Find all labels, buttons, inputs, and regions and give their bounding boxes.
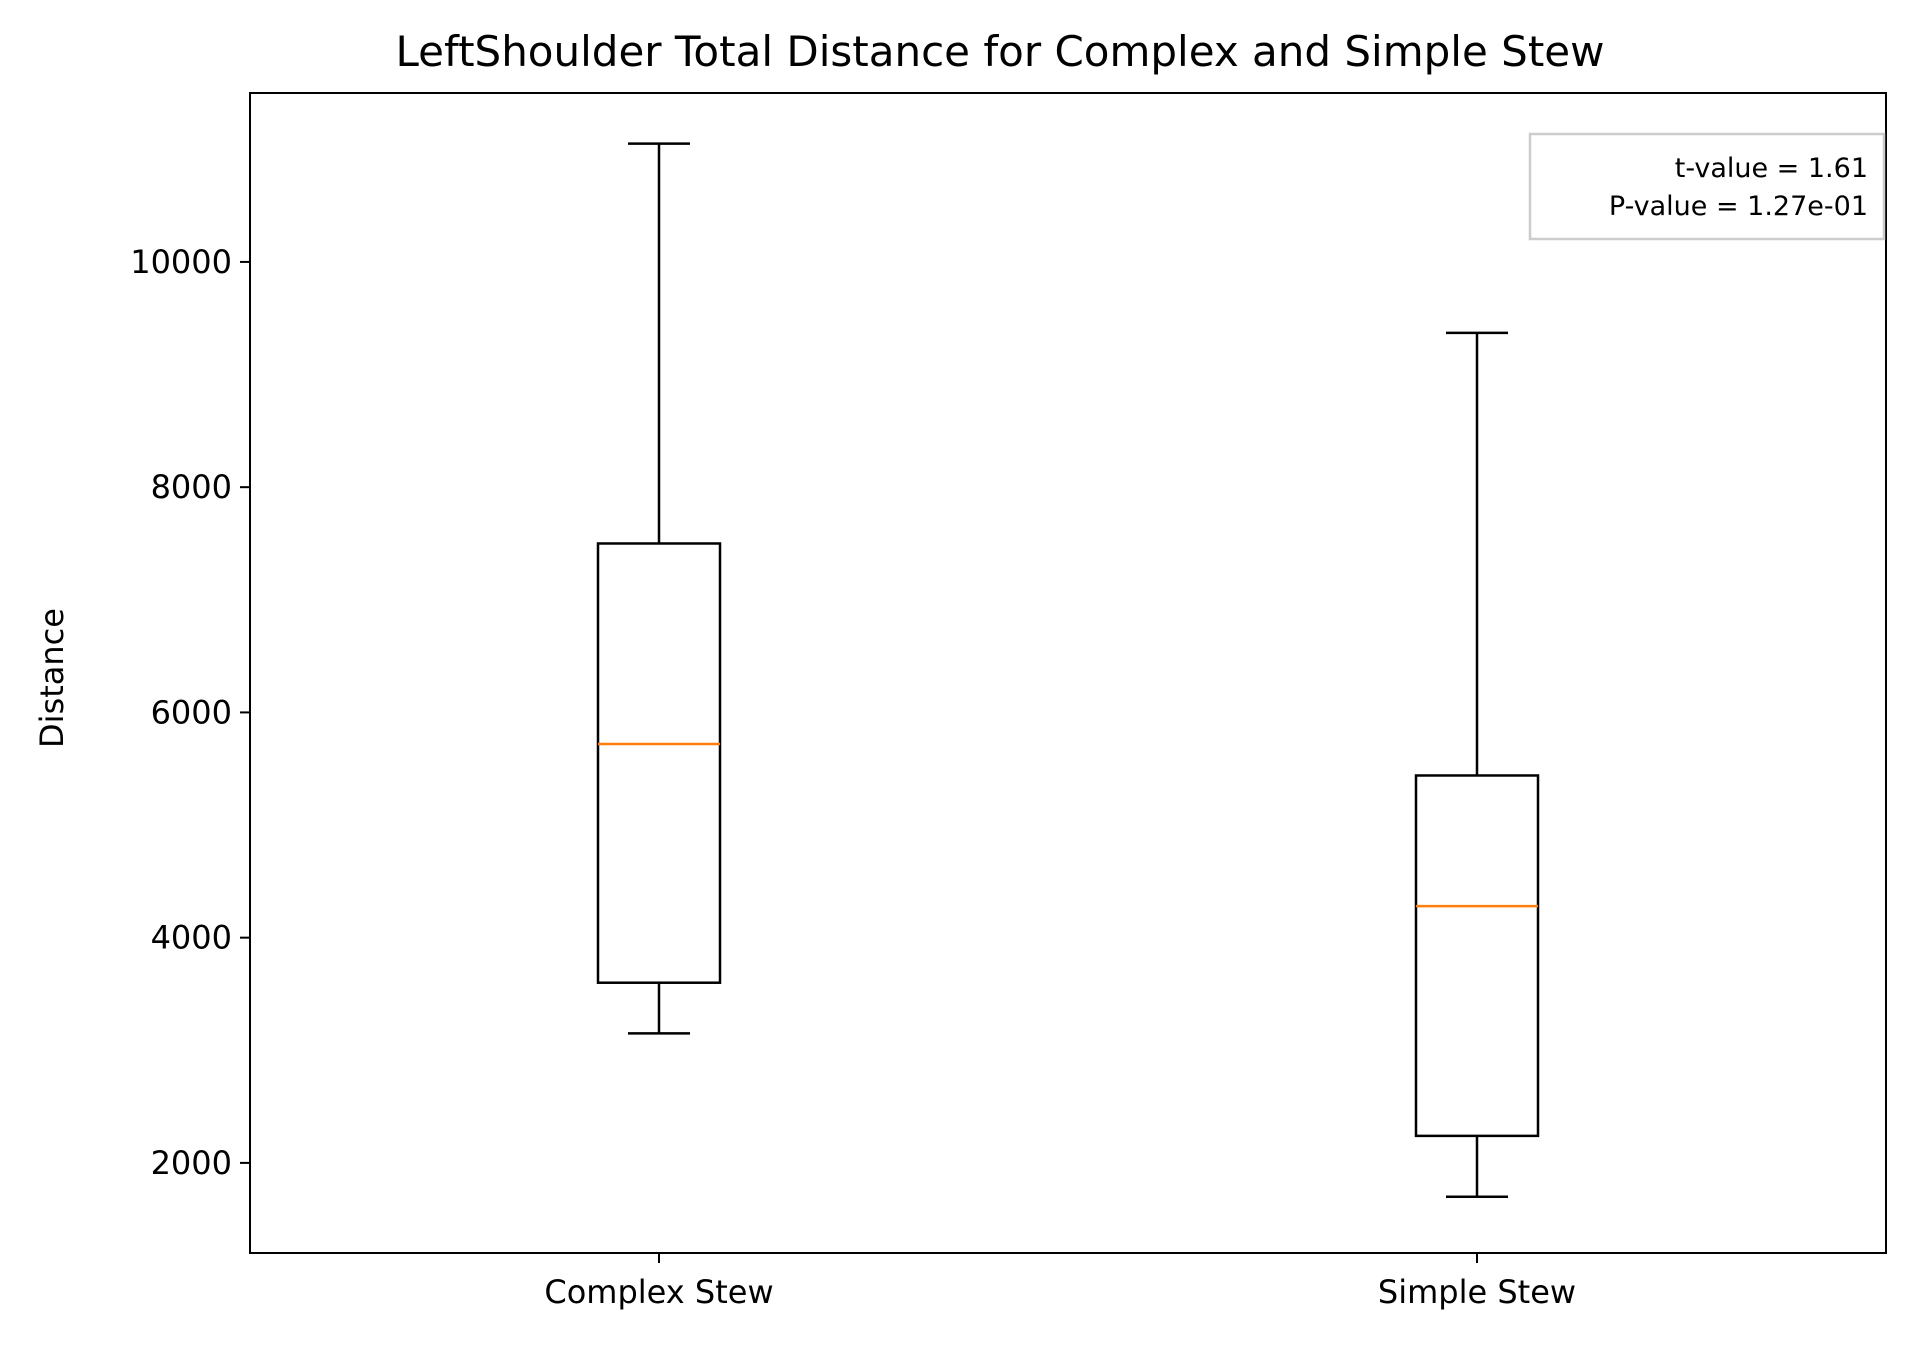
p-value-text: P-value = 1.27e-01 — [1609, 191, 1868, 222]
plot-frame — [249, 92, 1887, 1254]
chart-title: LeftShoulder Total Distance for Complex … — [396, 27, 1605, 76]
t-value-text: t-value = 1.61 — [1675, 153, 1868, 184]
y-tick-label: 4000 — [151, 919, 232, 957]
stats-annotation: t-value = 1.61 P-value = 1.27e-01 — [1528, 132, 1886, 241]
annotation-box — [1528, 132, 1886, 241]
x-tick-label: Simple Stew — [1378, 1273, 1576, 1311]
iqr-box — [596, 542, 722, 984]
y-tick-label: 10000 — [130, 243, 232, 281]
boxes-layer — [596, 142, 1540, 1198]
ticks-layer: Complex Stew Simple Stew 2000 4000 6000 8000 1… — [130, 243, 1576, 1311]
x-tick-label: Complex Stew — [544, 1273, 773, 1311]
iqr-box — [1414, 774, 1540, 1138]
box-group — [1414, 331, 1540, 1198]
y-axis-label: Distance — [33, 608, 71, 748]
y-tick-label: 2000 — [151, 1144, 232, 1182]
y-tick-label: 8000 — [151, 468, 232, 506]
y-tick-label: 6000 — [151, 693, 232, 731]
box-group — [596, 142, 722, 1035]
